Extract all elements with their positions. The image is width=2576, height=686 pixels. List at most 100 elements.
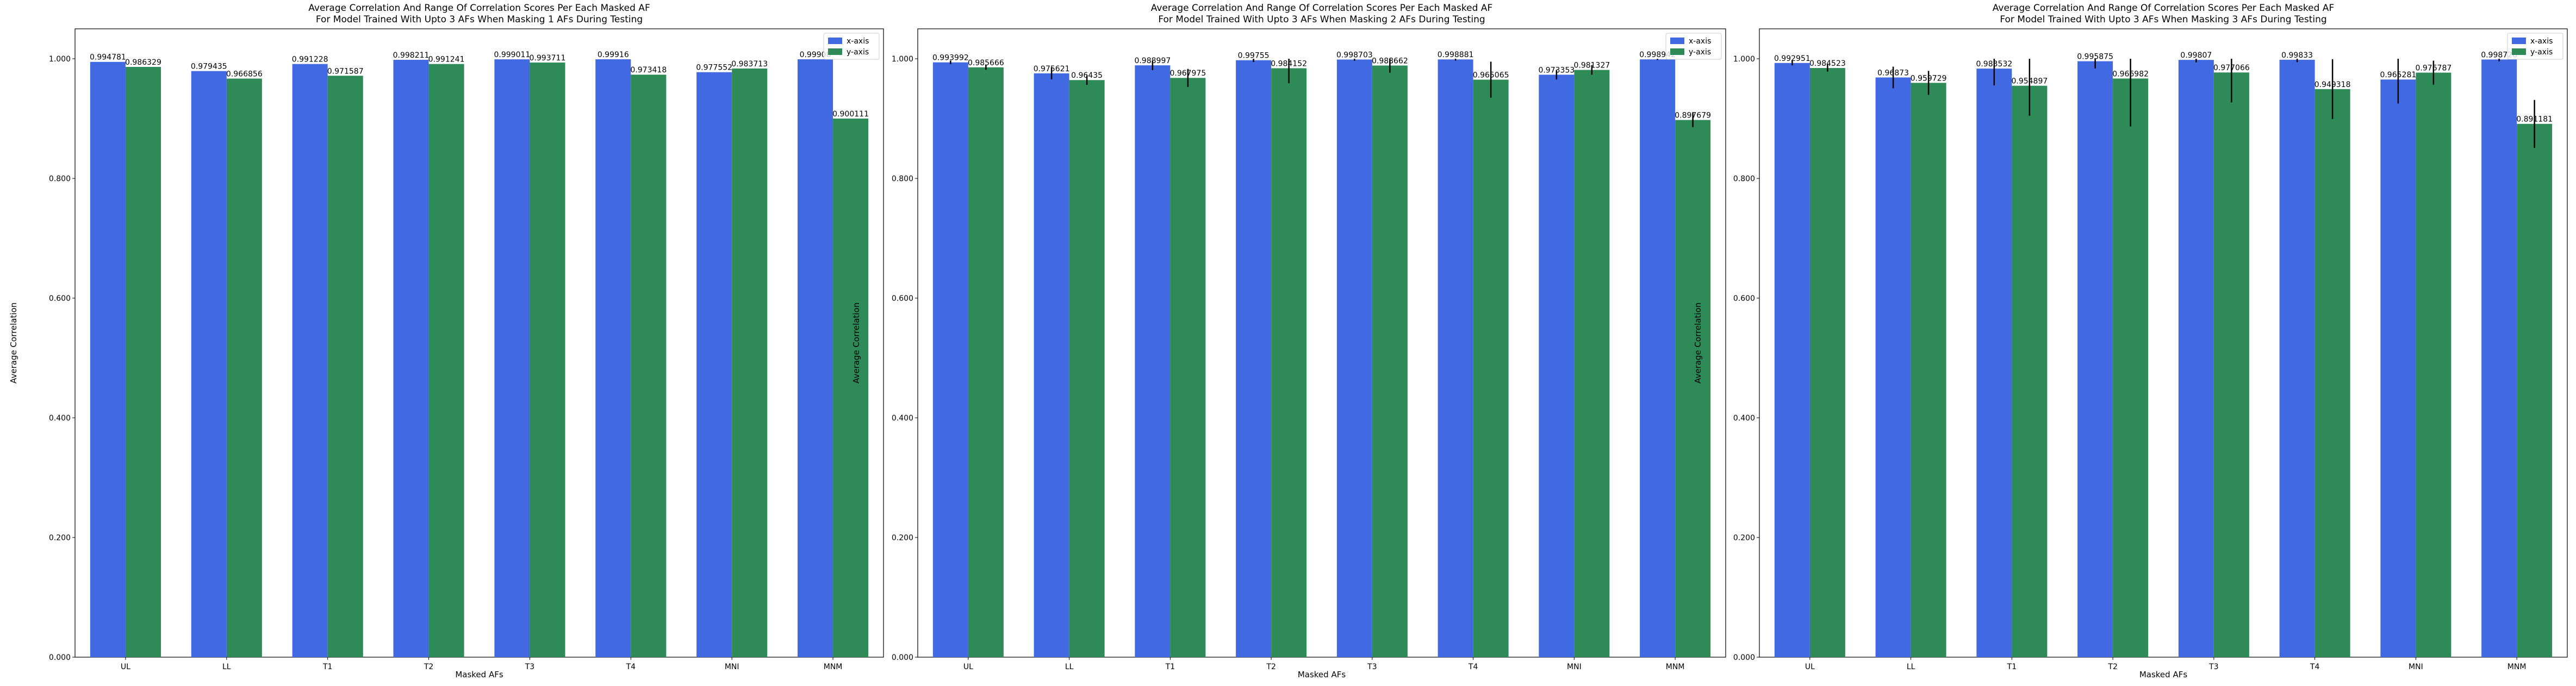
x-tick-label: T2	[2107, 663, 2117, 671]
bar-y-axis	[2213, 72, 2249, 657]
plot-frame	[1759, 28, 2568, 658]
legend-swatch-x-axis	[828, 38, 842, 44]
x-tick-label: UL	[963, 663, 973, 671]
data-label: 0.949318	[2314, 81, 2351, 89]
legend-label: y-axis	[1689, 48, 1711, 57]
plot-frame	[917, 28, 1726, 658]
bar-x-axis	[90, 61, 126, 658]
x-tick-label: T4	[1468, 663, 1478, 671]
legend-swatch-x-axis	[2512, 38, 2526, 44]
legend-swatch-y-axis	[1670, 48, 1684, 55]
bar-x-axis	[2380, 79, 2416, 657]
bar-x-axis	[292, 64, 328, 658]
x-tick-label: MNM	[1666, 663, 1685, 671]
data-label: 0.96435	[1071, 71, 1103, 80]
data-label: 0.965065	[1473, 71, 1509, 79]
data-label: 0.959729	[1911, 74, 1947, 83]
data-label: 0.991228	[292, 55, 328, 64]
data-label: 0.99908	[800, 51, 831, 59]
data-label: 0.998881	[1438, 51, 1474, 59]
bar-y-axis	[1069, 80, 1105, 658]
x-tick-label: LL	[1907, 663, 1915, 671]
bar-y-axis	[833, 118, 869, 657]
bar-y-axis	[2113, 78, 2149, 657]
y-tick-label: 0.400	[49, 414, 71, 423]
x-tick-label: UL	[1805, 663, 1815, 671]
y-tick-label: 0.200	[892, 534, 913, 542]
y-tick-label: 0.800	[892, 175, 913, 183]
bar-x-axis	[1236, 60, 1272, 658]
data-label: 0.984523	[1809, 59, 1846, 68]
data-label: 0.967975	[1169, 69, 1206, 78]
data-label: 0.973418	[630, 66, 667, 75]
bar-y-axis	[1675, 120, 1711, 657]
x-axis-label: Masked AFs	[455, 670, 503, 679]
data-label: 0.979435	[191, 63, 227, 71]
y-axis-label: Average Correlation	[851, 302, 861, 384]
x-tick-label: T3	[2208, 663, 2218, 671]
x-tick-label: T2	[424, 663, 433, 671]
y-tick-label: 0.200	[1733, 534, 1755, 542]
bar-y-axis	[2012, 85, 2048, 658]
data-label: 0.984152	[1271, 59, 1307, 68]
bar-y-axis	[1271, 68, 1307, 657]
data-label: 0.99755	[1238, 52, 1270, 60]
data-label: 0.986329	[125, 58, 161, 67]
y-tick-label: 0.600	[892, 294, 913, 303]
data-label: 0.992951	[1774, 54, 1810, 63]
bar-y-axis	[226, 78, 262, 658]
y-tick-label: 0.600	[49, 294, 71, 303]
data-label: 0.995875	[2077, 53, 2113, 61]
y-tick-label: 0.600	[1733, 294, 1755, 303]
bar-y-axis	[1809, 68, 1845, 658]
x-tick-label: MNI	[725, 663, 739, 671]
bar-x-axis	[1135, 65, 1171, 658]
y-tick-label: 0.400	[892, 414, 913, 423]
x-tick-label: LL	[222, 663, 231, 671]
bar-x-axis	[1640, 59, 1676, 657]
y-tick-label: 1.000	[1733, 55, 1755, 64]
bar-x-axis	[191, 71, 227, 658]
data-label: 0.900111	[832, 110, 869, 119]
legend-swatch-x-axis	[1670, 38, 1684, 44]
bar-y-axis	[428, 64, 464, 658]
y-axis-label: Average Correlation	[1693, 302, 1703, 384]
bar-x-axis	[2279, 59, 2315, 657]
bar-y-axis	[631, 75, 667, 657]
data-label: 0.891181	[2516, 115, 2553, 124]
data-label: 0.998703	[1336, 51, 1373, 59]
bar-y-axis	[2314, 89, 2350, 657]
data-label: 0.993711	[530, 54, 566, 63]
chart-title: Average Correlation And Range Of Correla…	[1151, 3, 1492, 14]
x-tick-label: MNI	[2409, 663, 2423, 671]
y-tick-label: 1.000	[892, 55, 913, 64]
bar-y-axis	[125, 67, 161, 658]
data-label: 0.975621	[1034, 65, 1070, 73]
x-axis-label: Masked AFs	[1298, 670, 1346, 679]
x-tick-label: T3	[525, 663, 534, 671]
x-tick-label: T2	[1266, 663, 1275, 671]
bar-y-axis	[1574, 70, 1610, 658]
bar-y-axis	[968, 67, 1004, 657]
x-tick-label: MNM	[824, 663, 843, 671]
y-tick-label: 0.000	[1733, 653, 1755, 662]
bar-y-axis	[327, 76, 363, 658]
bar-x-axis	[595, 59, 631, 658]
bar-x-axis	[494, 59, 530, 658]
bar-y-axis	[2517, 123, 2553, 657]
legend-swatch-y-axis	[2512, 48, 2526, 55]
data-label: 0.985666	[968, 59, 1004, 67]
bar-x-axis	[1438, 59, 1473, 657]
legend-label: x-axis	[2530, 37, 2553, 46]
data-label: 0.981327	[1573, 61, 1610, 70]
data-label: 0.973353	[1538, 66, 1575, 75]
data-label: 0.966982	[2112, 70, 2149, 78]
data-label: 0.977066	[2213, 64, 2250, 72]
y-tick-label: 0.000	[49, 653, 71, 662]
y-tick-label: 0.800	[1733, 175, 1755, 183]
plot-frame	[74, 28, 884, 658]
chart-title: Average Correlation And Range Of Correla…	[1993, 3, 2334, 14]
legend-swatch-y-axis	[828, 48, 842, 55]
bar-x-axis	[1875, 77, 1911, 658]
y-tick-label: 1.000	[49, 55, 71, 64]
